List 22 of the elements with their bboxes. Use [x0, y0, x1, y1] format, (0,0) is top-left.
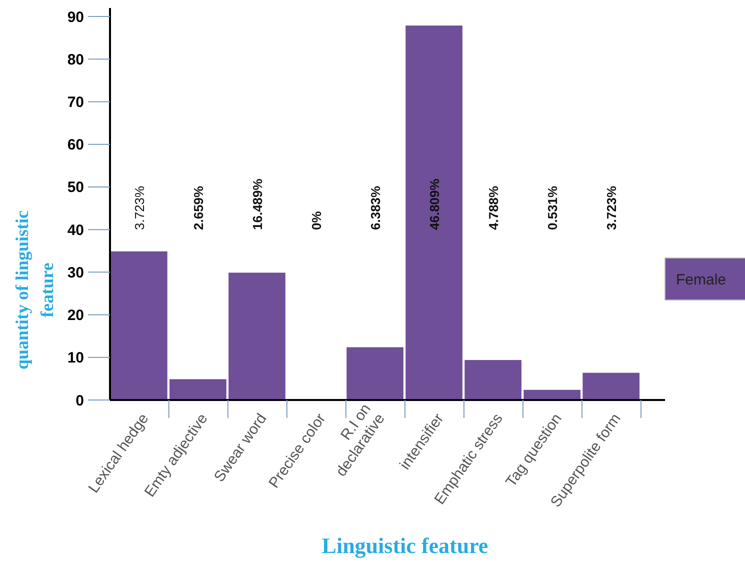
- y-tick-label: 50: [67, 179, 84, 196]
- annotation: 4.788%: [486, 185, 502, 230]
- annotation: 3.723%: [132, 185, 147, 230]
- y-tick-label: 10: [67, 350, 84, 367]
- y-tick-label: 90: [67, 8, 84, 26]
- y-tick-label: 0: [76, 392, 84, 410]
- x-axis-title: Linguistic feature: [322, 533, 488, 558]
- y-tick-label: 40: [67, 222, 84, 239]
- y-tick-label: 80: [67, 51, 84, 68]
- annotation: 6.383%: [368, 185, 383, 230]
- annotation: 3.723%: [604, 185, 620, 230]
- y-tick-label: 20: [67, 307, 84, 324]
- annotation: 16.489%: [250, 178, 265, 230]
- y-tick-label: 60: [67, 136, 84, 154]
- annotation: 0%: [308, 210, 324, 230]
- annotation: 0.531%: [545, 185, 560, 230]
- y-axis-title: quantity of linguistic feature: [12, 210, 57, 370]
- y-tick-label: 70: [67, 94, 84, 111]
- annotation: 2.659%: [190, 185, 206, 230]
- annotation: 46.809%: [427, 178, 442, 230]
- text: Female: [676, 271, 726, 288]
- y-tick-label: 30: [67, 264, 84, 282]
